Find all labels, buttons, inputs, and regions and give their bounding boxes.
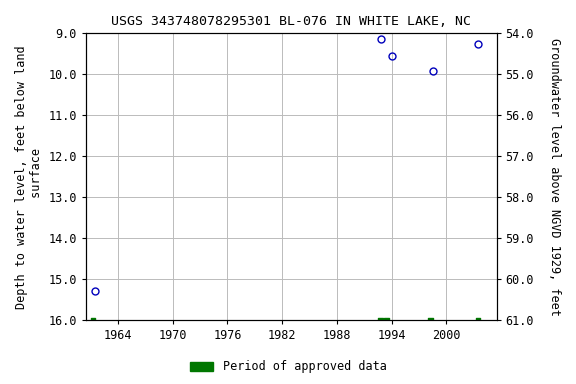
Legend: Period of approved data: Period of approved data: [185, 356, 391, 378]
Y-axis label: Groundwater level above NGVD 1929, feet: Groundwater level above NGVD 1929, feet: [548, 38, 561, 316]
Y-axis label: Depth to water level, feet below land
 surface: Depth to water level, feet below land su…: [15, 45, 43, 308]
Title: USGS 343748078295301 BL-076 IN WHITE LAKE, NC: USGS 343748078295301 BL-076 IN WHITE LAK…: [111, 15, 471, 28]
